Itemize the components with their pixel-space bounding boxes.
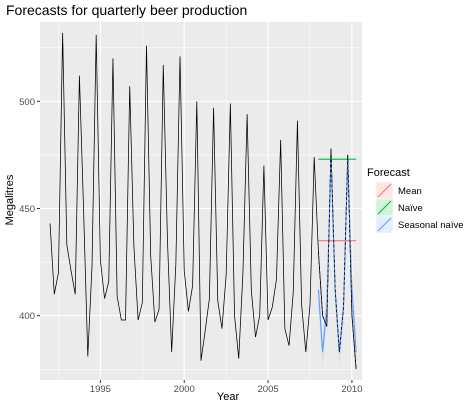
x-tick-label: 1995 — [90, 384, 111, 395]
legend-entry: Seasonal naïve — [375, 215, 464, 234]
y-tick-label: 400 — [19, 311, 35, 322]
legend-key-line — [377, 183, 392, 198]
actual-series-line — [49, 32, 357, 370]
x-tick-label: 2010 — [341, 384, 362, 395]
chart-title: Forecasts for quarterly beer production — [6, 2, 247, 18]
grid-lines — [40, 22, 362, 380]
x-tick-label: 2000 — [174, 384, 195, 395]
legend-entry: Mean — [375, 181, 422, 200]
plot-panel — [40, 22, 362, 380]
legend-key-line — [377, 200, 392, 215]
legend-key-line — [377, 217, 392, 232]
series-layer — [49, 32, 357, 370]
legend-label: Seasonal naïve — [398, 220, 464, 231]
y-axis-title: Megalitres — [4, 174, 16, 225]
x-axis-title: Year — [217, 391, 240, 403]
y-tick-label: 450 — [19, 204, 35, 215]
legend-label: Mean — [398, 186, 422, 197]
legend-title: Forecast — [367, 167, 410, 179]
x-tick-label: 2005 — [258, 384, 279, 395]
actual-test-line — [318, 148, 357, 370]
axis-ticks: 1995 2000 2005 2010 400 450 500 — [19, 97, 362, 395]
legend-entry: Naïve — [375, 198, 423, 217]
y-tick-label: 500 — [19, 97, 35, 108]
legend: Forecast Mean Naïve Seasonal naïve — [367, 167, 464, 234]
legend-label: Naïve — [398, 203, 423, 214]
